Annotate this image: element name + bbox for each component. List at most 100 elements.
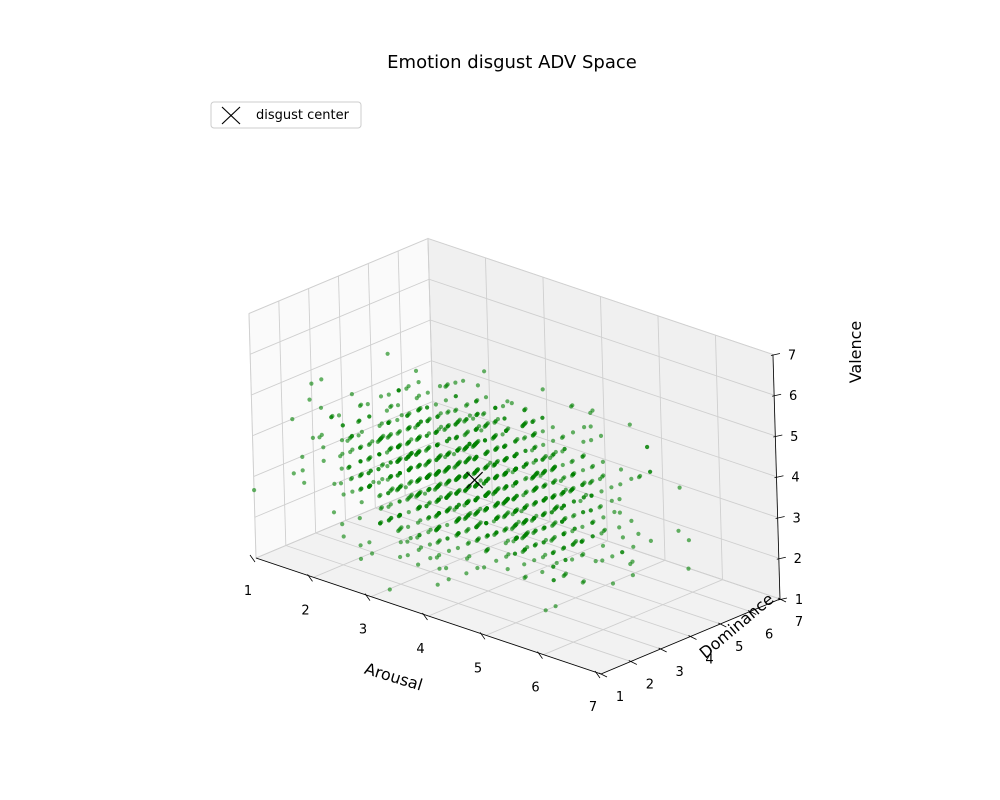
data-point (492, 462, 497, 467)
data-point (530, 419, 535, 424)
data-point (505, 511, 510, 516)
data-point (467, 441, 472, 446)
data-point (588, 508, 593, 513)
data-point (511, 539, 516, 544)
data-point (427, 542, 432, 547)
data-point (367, 441, 373, 446)
data-point (455, 532, 460, 537)
data-point (406, 509, 411, 515)
data-point (386, 420, 391, 425)
data-point (310, 435, 315, 440)
data-point (600, 558, 605, 563)
y-tick-label: 2 (646, 677, 654, 692)
data-point (601, 528, 606, 534)
data-point (461, 378, 466, 383)
data-point (612, 509, 617, 515)
x-tick-label: 4 (416, 642, 424, 657)
legend-marker-x-icon (221, 106, 241, 125)
z-tick-label: 7 (788, 348, 796, 363)
data-point (521, 548, 526, 553)
y-tick-mark (718, 622, 727, 628)
grid-line (285, 545, 631, 662)
data-point (583, 492, 589, 498)
data-point (502, 500, 507, 505)
x-tick-label: 7 (589, 700, 597, 715)
data-point (587, 481, 593, 486)
data-point (465, 528, 470, 533)
data-point (365, 402, 370, 407)
data-point (417, 449, 422, 454)
data-point (340, 423, 345, 428)
data-point (582, 480, 587, 485)
grid-line (375, 507, 721, 625)
data-point (588, 410, 593, 415)
data-point (589, 438, 594, 443)
data-point (525, 530, 531, 535)
data-point (561, 490, 566, 495)
grid-line (432, 401, 778, 518)
legend-frame (210, 101, 362, 129)
data-point (395, 403, 401, 408)
grid-line (345, 520, 691, 637)
y-tick-label: 1 (616, 690, 624, 705)
x-axis-line (255, 557, 602, 675)
data-point (416, 547, 421, 553)
data-point (494, 530, 499, 535)
grid-line (254, 441, 434, 518)
data-point (340, 522, 345, 527)
z-tick-mark (773, 434, 783, 438)
data-point (551, 564, 556, 569)
data-point (598, 433, 604, 438)
data-point (629, 518, 634, 524)
data-point (424, 433, 429, 438)
data-point (591, 519, 596, 524)
data-point (630, 573, 636, 578)
data-point (455, 420, 460, 425)
data-point (435, 527, 440, 532)
data-point (474, 483, 479, 488)
data-point (482, 438, 488, 443)
z-tick-label: 6 (789, 389, 797, 404)
data-point (493, 432, 499, 438)
data-point (503, 527, 508, 532)
data-point (600, 474, 605, 479)
data-point (620, 550, 625, 555)
data-point (551, 522, 556, 527)
data-point (385, 464, 390, 469)
data-point (600, 459, 606, 464)
data-point (636, 531, 641, 537)
data-point (443, 482, 449, 487)
data-point (472, 512, 477, 517)
data-point (503, 485, 508, 490)
data-point (541, 498, 546, 503)
data-point (318, 405, 324, 410)
x-tick-label: 3 (359, 623, 367, 638)
data-point (444, 566, 449, 571)
data-point (558, 478, 564, 483)
data-point (569, 459, 574, 465)
data-point (437, 566, 442, 571)
data-point (453, 394, 458, 399)
data-point (494, 558, 499, 563)
data-point (570, 557, 575, 562)
data-point (550, 467, 555, 472)
data-point (427, 486, 432, 492)
data-point (553, 604, 558, 609)
data-point (390, 486, 395, 491)
data-point (467, 554, 472, 559)
data-point (500, 432, 505, 437)
data-point (482, 466, 487, 471)
y-tick-mark (777, 597, 787, 603)
data-point (387, 587, 392, 592)
data-point (319, 377, 324, 382)
data-point (357, 418, 362, 423)
data-point (533, 486, 538, 491)
data-point (506, 468, 511, 473)
data-point (510, 483, 516, 488)
data-point (542, 525, 547, 530)
data-point (541, 540, 546, 545)
data-point (321, 458, 326, 463)
data-point (423, 463, 428, 468)
data-point (513, 508, 519, 513)
data-point (686, 538, 692, 543)
